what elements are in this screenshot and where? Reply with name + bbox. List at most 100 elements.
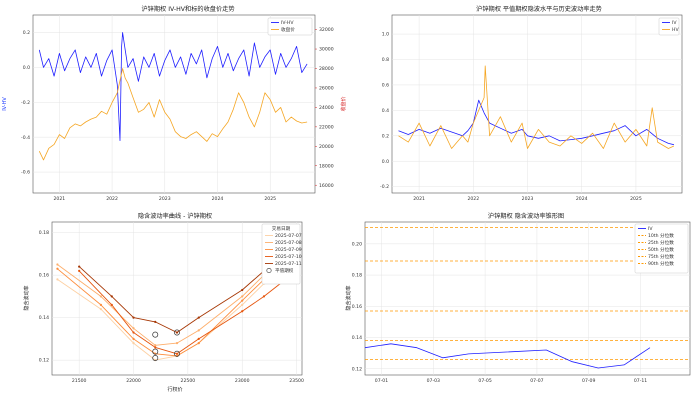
p4-ytick-label: 0.12 [352,366,362,372]
p1-grid [33,15,315,193]
p1-xtick-label: 2022 [106,196,118,202]
p3-series-point [99,303,103,306]
p4-ticks: 07-01 07-03 07-05 07-07 07-09 07-11 0.12 0.14 0.… [352,241,648,384]
p3-ytick-label: 0.16 [39,273,49,279]
p1-ytick-label: -0.2 [21,100,30,106]
p4-ytick-label: 0.16 [352,304,362,310]
p2-xtick-label: 2023 [522,196,534,202]
p1-series [38,32,308,161]
p3-series-point [154,346,157,349]
p2-ytick-label: 1.0 [382,32,389,38]
p1-ylabel: IV-HV [2,97,8,111]
p1-ytick-label: -0.4 [21,135,30,141]
p3-atm-marker [174,329,180,336]
p3-series-point [197,337,200,340]
p3-xlabel: 行权价 [167,386,182,393]
p4-xtick-label: 07-11 [634,378,647,384]
p3-ytick-label: 0.14 [39,315,49,321]
p3-series-point [78,269,81,272]
p1-xtick-label: 2024 [212,196,224,202]
p3-xtick-label: 22500 [181,378,196,384]
p3-series-point [241,299,244,302]
p3-atm-marker [152,355,159,361]
p4-ytick-label: 0.20 [352,241,362,247]
p1-legend-label: IV-HV [281,20,294,26]
p2-ytick-label: 0.8 [382,57,389,63]
p1-y2tick-label: 22000 [319,124,334,130]
p3-xtick-label: 22000 [126,378,141,384]
p4-legend-box [634,223,689,274]
panel-smile: 隐含波动率曲线 - 沪锌期权 21500 22000 22500 23000 23500… [23,212,304,393]
p2-legend-label: IV [672,20,677,26]
p3-legend-label: 2025-07-10 [275,254,302,260]
p3-atm-marker [152,331,159,338]
p3-series-point [175,352,179,355]
p3-ytick-label: 0.12 [39,358,49,364]
p4-ylabel: 隐含波动率 [345,285,352,310]
p3-series-point [197,329,200,332]
p3-frame [51,221,303,376]
p3-series-line [57,279,265,361]
p1-series-line [38,68,308,161]
panel-iv-hv-levels: 沪锌期权 平值期权隐波水平与历史波动率走势 2021 2022 2023 2024 20… [380,5,683,202]
p4-xtick-label: 07-01 [375,378,388,384]
p3-series-point [262,295,266,298]
p1-xtick-label: 2021 [54,196,66,202]
p3-series-point [110,295,113,298]
p1-legend-label: 收盘价 [281,26,295,33]
p3-series-point [241,310,244,313]
p4-xtick-label: 07-03 [427,378,440,384]
p1-y2tick-label: 32000 [319,27,334,33]
p2-legend-label: HV [672,27,679,33]
p4-frame [364,221,691,376]
p3-series-point [241,295,244,298]
p2-ytick-label: 0.2 [382,133,389,139]
p1-ytick-label: 0.0 [23,65,30,71]
p3-series-line [57,268,265,357]
p3-xtick-label: 21500 [72,378,87,384]
p1-y2tick-label: 28000 [319,66,334,72]
p2-xtick-label: 2021 [413,196,425,202]
p3-legend-atm-swatch [266,267,272,273]
p3-series-point [175,331,179,334]
p1-y2tick-label: 30000 [319,47,334,53]
p3-series-point [99,295,103,298]
p2-frame [391,14,683,194]
p3-series-point [241,288,244,292]
p2-ytick-label: 0.4 [382,108,389,114]
p3-legend-label: 2025-07-09 [275,247,302,253]
p4-legend-label: 10th 分位数 [648,232,674,239]
p4-xtick-label: 07-09 [582,378,595,384]
p4-xtick-label: 07-05 [478,378,491,384]
p1-series-line [38,32,308,142]
p3-series [56,246,293,362]
p2-xtick-label: 2025 [630,196,642,202]
p3-title: 隐含波动率曲线 - 沪锌期权 [138,212,212,220]
p3-ytick-label: 0.18 [39,230,49,236]
p2-series [398,65,675,149]
p2-series-line [398,65,675,149]
p3-series-point [197,342,200,345]
p3-series-point [99,308,103,311]
p3-legend-title: 交易日期 [272,225,291,232]
p3-series-point [175,342,179,345]
p3-legend-atm-label: 平值期权 [275,267,294,274]
p4-legend-label: 90th 分位数 [648,260,674,267]
p3-ticks: 21500 22000 22500 23000 23500 0.12 0.14 0.16 0.1… [39,230,304,384]
p3-ylabel: 隐含波动率 [23,285,30,310]
p1-y2label: 收盘价 [340,96,347,111]
p1-y2tick-label: 20000 [319,144,334,150]
p2-ytick-label: 0.0 [382,159,389,165]
p3-legend-label: 2025-07-07 [275,233,302,239]
p3-series-point [132,337,135,340]
p3-series-point [110,303,113,306]
p3-series-point [78,265,81,268]
p1-y2tick-label: 26000 [319,86,334,92]
p3-series-point [132,342,135,345]
p1-title: 沪锌期权 IV-HV和标的收盘价走势 [141,5,234,13]
p3-legend: 交易日期2025-07-072025-07-082025-07-092025-0… [261,223,302,285]
p4-title: 沪锌期权 隐含波动率锥形图 [488,212,564,220]
p4-xtick-label: 07-07 [530,378,543,384]
